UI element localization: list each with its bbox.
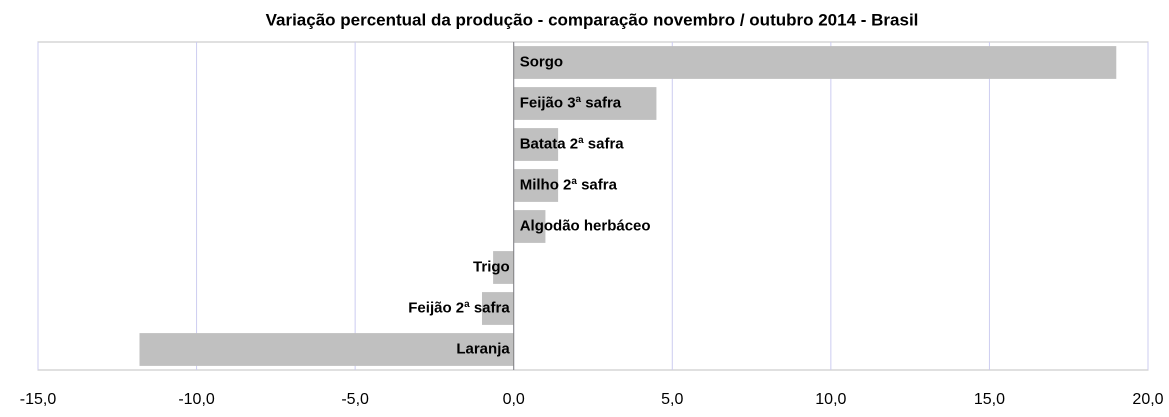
- bar: [513, 87, 657, 120]
- category-label: Batata 2ª safra: [520, 135, 625, 152]
- bar: [139, 333, 514, 366]
- category-label: Algodão herbáceo: [520, 217, 651, 234]
- category-label: Laranja: [456, 340, 510, 357]
- x-tick-label: 20,0: [1132, 391, 1163, 408]
- category-label: Trigo: [473, 258, 510, 275]
- x-tick-label: -10,0: [178, 391, 215, 408]
- x-tick-label: -5,0: [341, 391, 369, 408]
- category-label: Feijão 2ª safra: [408, 299, 510, 316]
- x-tick-label: 15,0: [974, 391, 1005, 408]
- category-label: Sorgo: [520, 53, 563, 70]
- x-tick-label: 5,0: [661, 391, 683, 408]
- bar: [513, 169, 559, 202]
- bar: [513, 46, 1117, 79]
- x-tick-label: 0,0: [503, 391, 525, 408]
- x-tick-label: -15,0: [20, 391, 57, 408]
- bar: [513, 210, 546, 243]
- category-label: Milho 2ª safra: [520, 176, 618, 193]
- bar: [482, 292, 514, 325]
- chart-title: Variação percentual da produção - compar…: [266, 10, 919, 29]
- bar: [513, 128, 559, 161]
- category-label: Feijão 3ª safra: [520, 94, 622, 111]
- x-tick-label: 10,0: [815, 391, 846, 408]
- bar: [493, 251, 514, 284]
